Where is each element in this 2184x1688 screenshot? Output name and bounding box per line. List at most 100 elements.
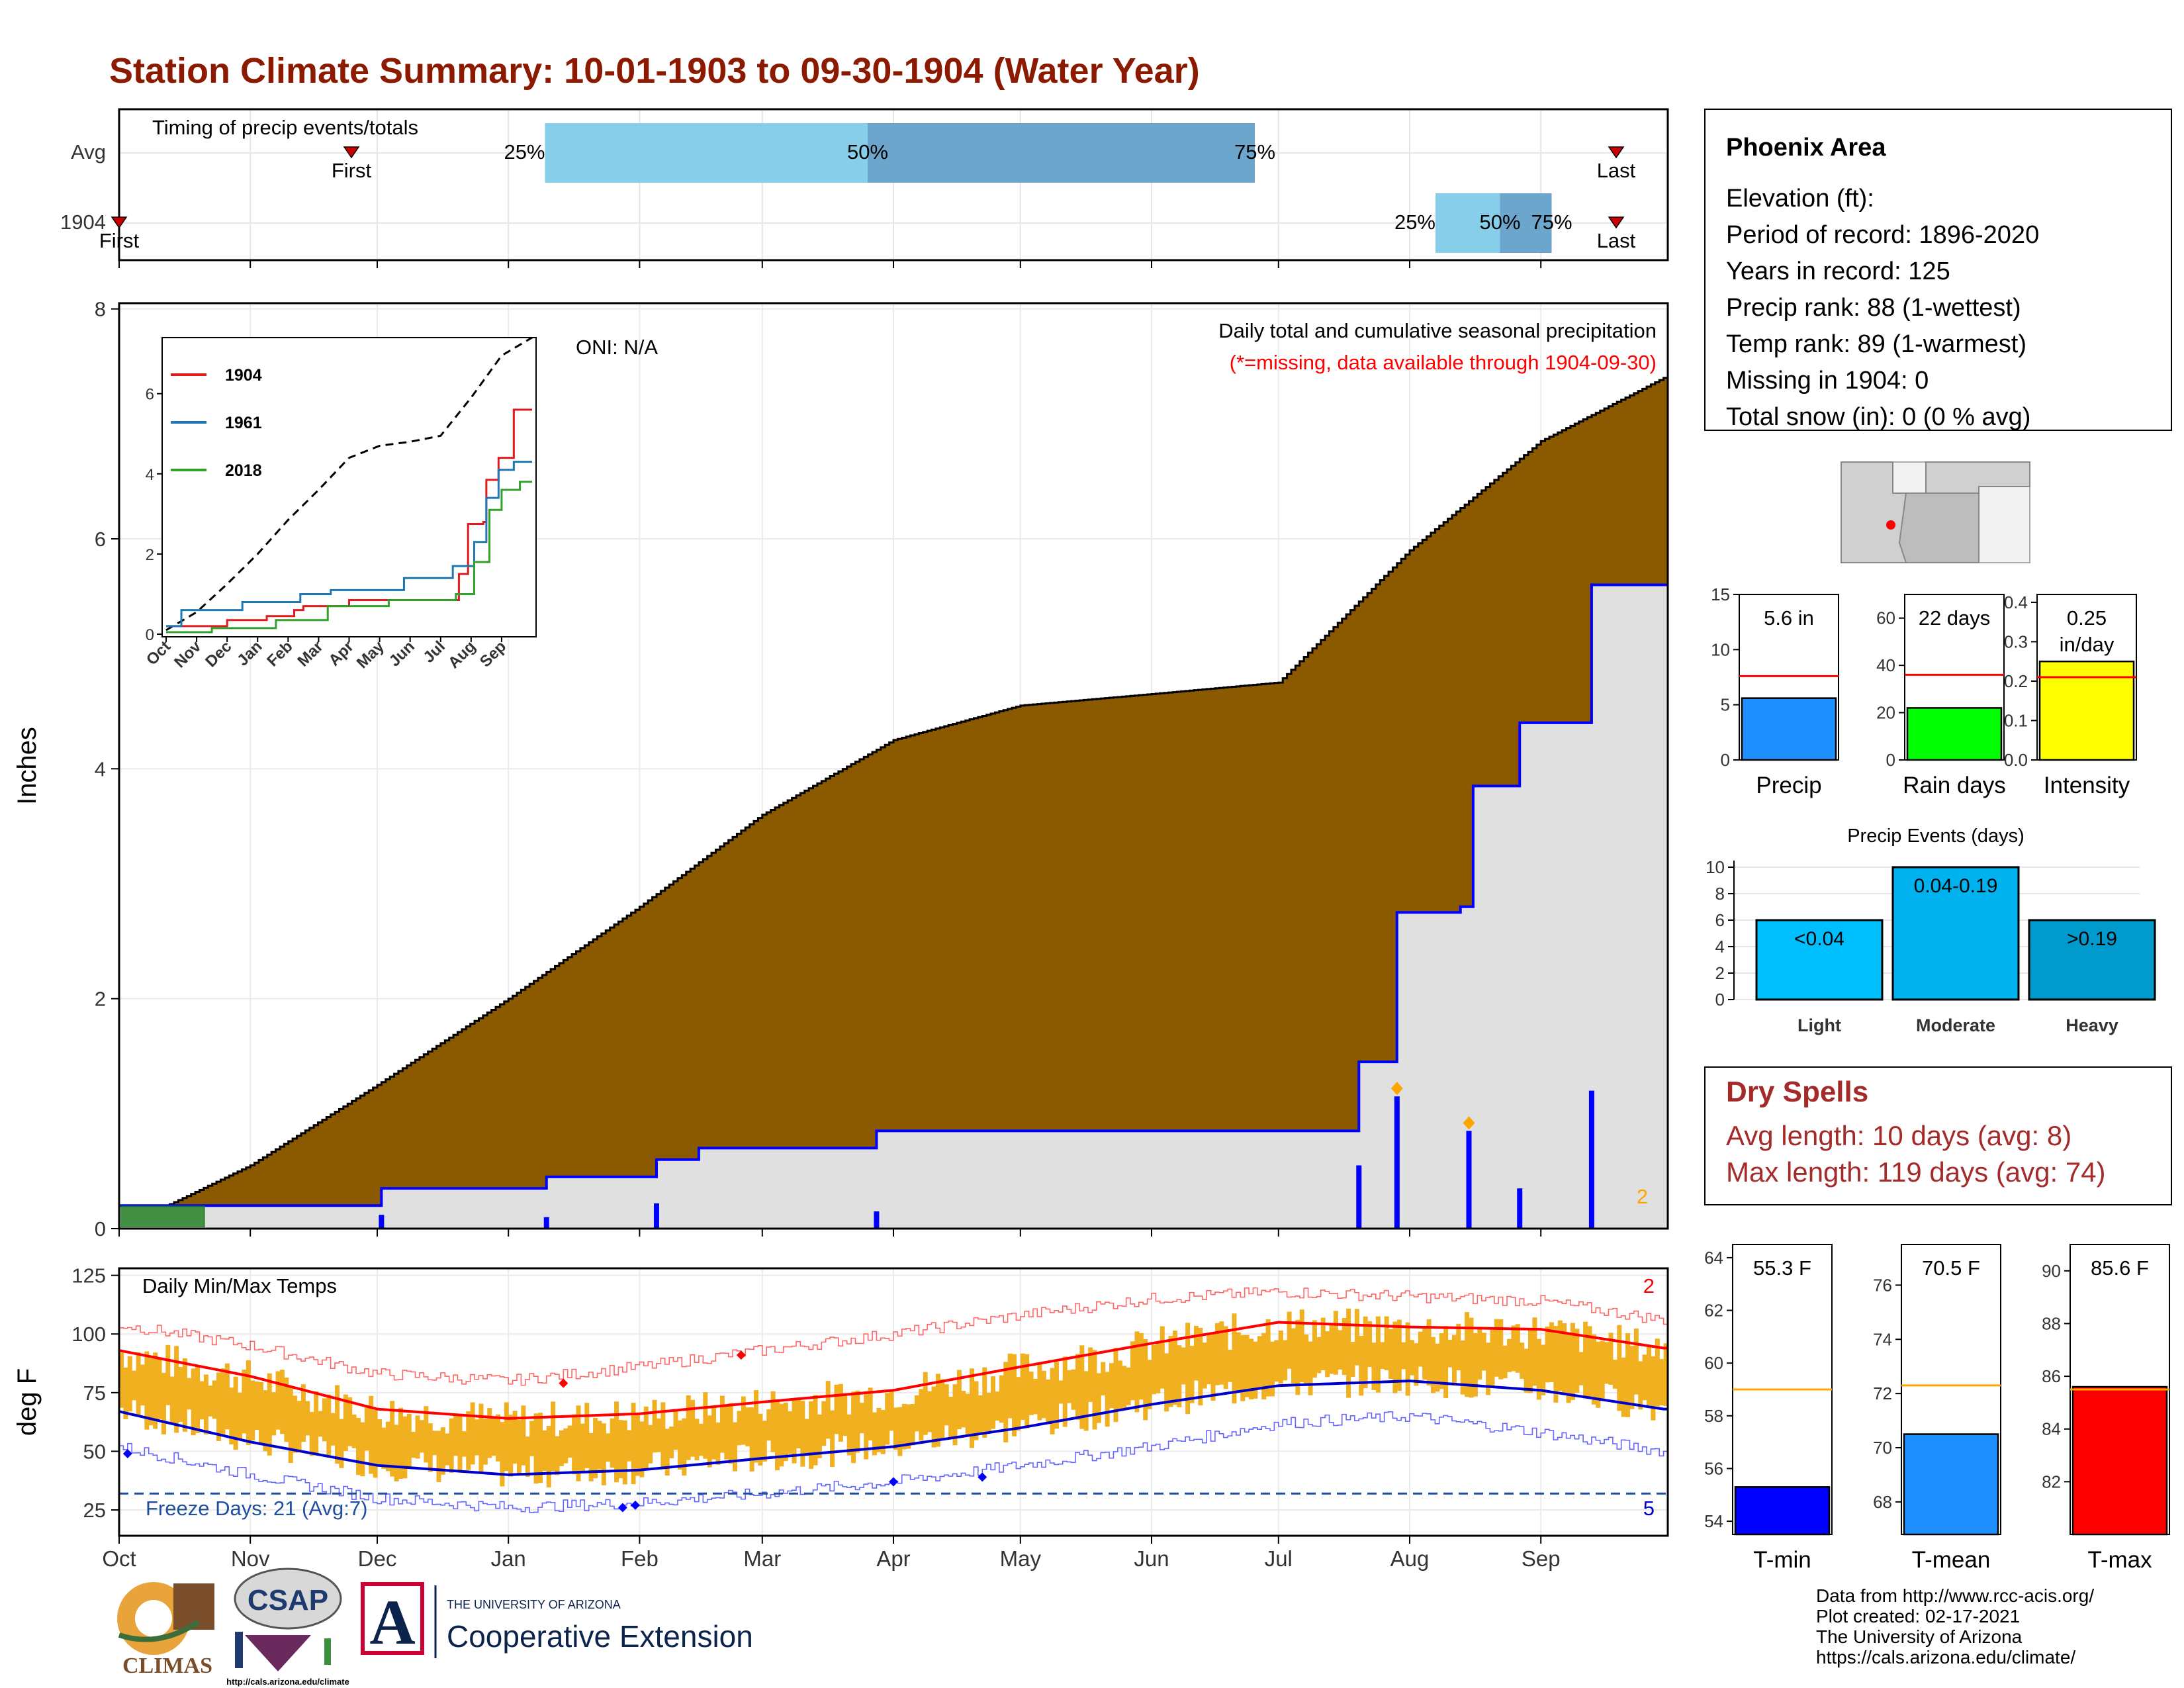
footer-line: Plot created: 02-17-2021 [1816, 1606, 2020, 1626]
daily-temp-bar [1261, 1333, 1267, 1400]
summary-tick-label: 84 [2042, 1419, 2061, 1439]
precip-events-chart: Precip Events (days) 0 2 4 6 8 10 <0.04 Light 0.0… [1706, 825, 2156, 1035]
summary-tick-label: 56 [1704, 1458, 1723, 1478]
daily-temp-bar [546, 1426, 551, 1488]
daily-temp-bar [263, 1390, 268, 1452]
daily-temp-bar [284, 1378, 289, 1442]
daily-temp-bar [1536, 1338, 1541, 1400]
summary-tick-label: 54 [1704, 1511, 1723, 1531]
daily-temp-bar [1375, 1316, 1381, 1393]
daily-temp-bar [813, 1395, 818, 1466]
daily-temp-bar [364, 1406, 369, 1451]
daily-temp-bar [1621, 1357, 1626, 1417]
daily-temp-bar [1147, 1360, 1152, 1409]
first-event-label: First [332, 159, 372, 182]
daily-temp-bar [360, 1422, 365, 1477]
daily-temp-bar [487, 1408, 492, 1458]
station-info-line: Temp rank: 89 (1-warmest) [1726, 330, 2026, 358]
daily-temp-bar [165, 1344, 171, 1405]
timing-label-50: 50% [847, 140, 888, 164]
events-bar-heavy [2028, 919, 2156, 1001]
daily-temp-bar [521, 1405, 526, 1466]
daily-temp-bar [618, 1420, 623, 1479]
daily-temp-bar [1020, 1353, 1025, 1421]
daily-temp-bar [1270, 1341, 1275, 1397]
daily-temp-bar [1612, 1360, 1617, 1389]
summary-tick-label: 62 [1704, 1301, 1723, 1321]
ua-logo-big: Cooperative Extension [447, 1619, 753, 1654]
dry-spells-title: Dry Spells [1726, 1076, 1868, 1108]
events-tick-label: 6 [1715, 910, 1725, 930]
daily-temp-bar [1490, 1330, 1495, 1388]
daily-temp-bar [648, 1425, 653, 1464]
inset-series-line [166, 481, 532, 633]
daily-temp-bar [868, 1387, 873, 1441]
daily-temp-bar [940, 1379, 945, 1440]
daily-temp-bar [559, 1430, 564, 1466]
daily-temp-bar [1422, 1327, 1428, 1380]
daily-temp-bar [1515, 1324, 1520, 1373]
daily-temp-bar [182, 1358, 187, 1432]
daily-temp-bar [664, 1429, 670, 1476]
daily-temp-bar [1659, 1359, 1664, 1406]
daily-temp-bar [279, 1370, 285, 1434]
record-low-marker [617, 1503, 627, 1513]
timing-panel: Timing of precip events/totals Avg 1904 … [60, 108, 1669, 261]
daily-temp-bar [478, 1403, 484, 1474]
daily-temp-bar [326, 1394, 332, 1456]
events-tick-label: 8 [1715, 884, 1725, 904]
daily-temp-bar [978, 1395, 983, 1434]
summary-value-label: 22 days [1919, 606, 1991, 630]
month-label: Jun [1134, 1546, 1169, 1571]
daily-temp-bar [216, 1372, 222, 1441]
avg-min-line [118, 1380, 1668, 1476]
summary-title: T-min [1753, 1547, 1811, 1573]
month-label: May [1000, 1546, 1042, 1571]
precip-summary-intensity: 0.0 0.1 0.2 0.3 0.4 0.25 in/day Intensity [2004, 592, 2137, 798]
daily-temp-bar [466, 1411, 471, 1470]
daily-temp-bar [601, 1423, 606, 1485]
daily-temp-bar [229, 1387, 234, 1445]
last-event-label: Last [1597, 159, 1636, 182]
daily-temp-bar [927, 1391, 933, 1432]
daily-temp-bar [1528, 1328, 1533, 1393]
daily-temp-bar [533, 1413, 539, 1484]
summary-tick-label: 10 [1711, 639, 1730, 659]
events-tick-label: 2 [1715, 963, 1725, 983]
daily-temp-bar [1566, 1333, 1571, 1403]
summary-value-label: 0.25 [2067, 606, 2107, 630]
daily-temp-bar [1054, 1362, 1059, 1429]
daily-temp-bar [1396, 1319, 1402, 1391]
daily-temp-bar [910, 1403, 915, 1446]
daily-temp-bar [948, 1397, 954, 1437]
daily-temp-bar [343, 1394, 348, 1451]
daily-precip-bar [379, 1215, 385, 1229]
daily-temp-bar [432, 1430, 437, 1456]
temp-summary-t-max: 82 84 86 88 90 85.6 F T-max [2042, 1244, 2170, 1573]
daily-temp-bar [1257, 1336, 1262, 1388]
daily-temp-bar [1092, 1350, 1097, 1430]
daily-temp-bar [1244, 1335, 1250, 1397]
daily-temp-bar [1346, 1308, 1351, 1398]
daily-temp-bar [195, 1365, 201, 1433]
summary-value-bar [1734, 1486, 1831, 1536]
daily-temp-bar [1193, 1325, 1199, 1381]
last-event-marker [1608, 146, 1625, 159]
daily-temp-bar [1291, 1328, 1296, 1383]
daily-temp-bar [796, 1397, 801, 1449]
daily-temp-bar [385, 1421, 390, 1472]
events-bar-light [1755, 919, 1884, 1001]
summary-tick-label: 0.4 [2004, 592, 2028, 612]
summary-title: Rain days [1903, 773, 2006, 798]
precip-y-tick-label: 4 [95, 757, 106, 780]
daily-temp-bar [305, 1401, 310, 1436]
summary-tick-label: 88 [2042, 1313, 2061, 1333]
daily-temp-bar [669, 1427, 674, 1458]
max-event-diamond [1463, 1116, 1475, 1130]
max-event-diamond [1390, 1082, 1403, 1096]
daily-temp-bar [593, 1417, 598, 1479]
daily-temp-bar [212, 1380, 217, 1419]
daily-temp-bar [381, 1427, 387, 1469]
daily-temp-bar [1071, 1369, 1076, 1410]
